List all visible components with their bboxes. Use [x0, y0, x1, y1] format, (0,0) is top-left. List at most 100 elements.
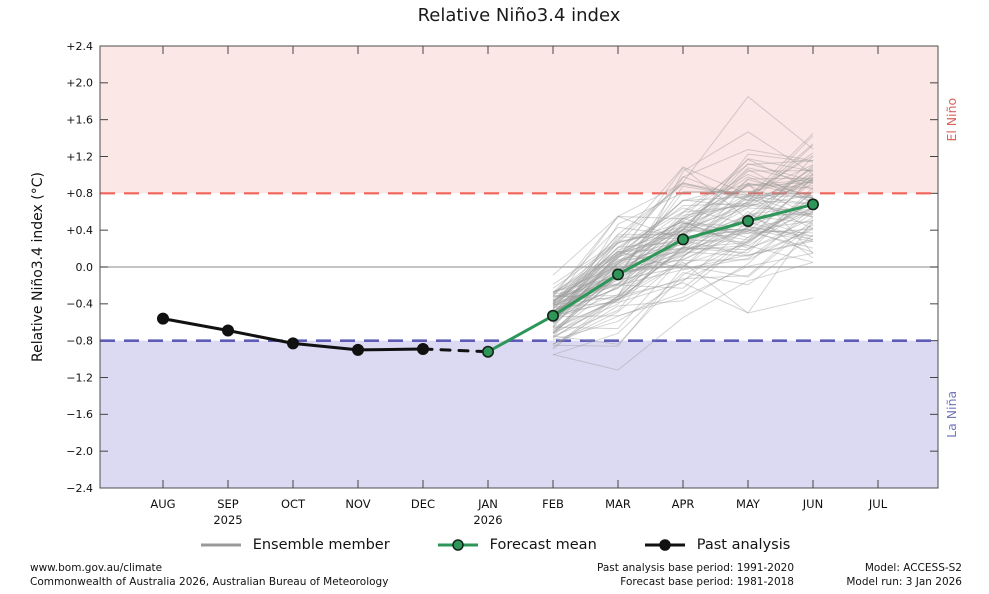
- forecast-mean-marker: [806, 198, 819, 211]
- chart-title: Relative Niño3.4 index: [417, 5, 621, 26]
- ensemble-member-legend-icon: [200, 543, 241, 547]
- ensemble-member-line: [552, 168, 814, 289]
- forecast-mean-marker: [481, 345, 494, 358]
- ensemble-member-line: [552, 211, 814, 334]
- x-year-label: 2025: [213, 513, 242, 527]
- ensemble-member-line: [552, 230, 814, 348]
- footer-base-periods: Past analysis base period: 1991-2020 For…: [597, 561, 794, 589]
- y-tick-label: −0.4: [66, 298, 93, 311]
- legend-item-forecast: Forecast mean: [436, 537, 597, 553]
- ensemble-member-line: [552, 185, 814, 345]
- ensemble-member-line: [552, 226, 814, 318]
- ensemble-member-line: [552, 173, 814, 292]
- past-analysis-marker: [157, 312, 170, 325]
- y-tick-label: +1.6: [66, 114, 93, 127]
- footer-forecast-base-period: Forecast base period: 1981-2018: [620, 576, 794, 588]
- x-tick-label: DEC: [411, 497, 435, 511]
- past-analysis-provisional--line: [421, 347, 490, 354]
- ensemble-member-line: [552, 234, 814, 356]
- ensemble-member-line: [552, 221, 814, 312]
- ensemble-member-line: [552, 176, 814, 345]
- ensemble-member-line: [552, 178, 814, 313]
- ensemble-member-line: [552, 158, 814, 314]
- y-tick-label: −1.6: [66, 408, 93, 421]
- ensemble-member-line: [552, 181, 814, 312]
- ensemble-member-line: [552, 179, 814, 338]
- ensemble-member-line: [552, 183, 814, 318]
- y-tick-label: +1.2: [66, 150, 93, 163]
- footer-model: Model: ACCESS-S2: [864, 562, 962, 574]
- ensemble-member-line: [552, 220, 814, 328]
- forecast-mean-marker: [741, 215, 754, 228]
- ensemble-member-line: [552, 222, 814, 305]
- ensemble-member-line: [552, 155, 814, 297]
- ensemble-member-line: [552, 179, 814, 314]
- forecast-mean-marker: [611, 268, 624, 281]
- plot-border: [99, 45, 939, 489]
- y-tick-label: +2.4: [66, 40, 93, 53]
- legend-item-ensemble: Ensemble member: [199, 537, 390, 553]
- y-tick-label: −0.8: [66, 335, 93, 348]
- ensemble-member-line: [552, 191, 814, 322]
- ensemble-member-line: [552, 158, 814, 324]
- ensemble-member-line: [552, 202, 814, 303]
- chart-legend: Ensemble member Forecast mean Past analy…: [0, 531, 989, 559]
- ensemble-member-line: [552, 165, 814, 301]
- ensemble-member-line: [552, 164, 814, 285]
- ensemble-member-line: [552, 173, 814, 276]
- ensemble-member-line: [552, 186, 814, 335]
- ensemble-member-line: [552, 182, 814, 294]
- y-tick-label: +2.0: [66, 77, 93, 90]
- ensemble-member-line: [552, 182, 814, 297]
- footer-model-run: Model run: 3 Jan 2026: [846, 576, 962, 588]
- footer-source: www.bom.gov.au/climate Commonwealth of A…: [30, 561, 388, 589]
- x-year-label: 2026: [473, 513, 502, 527]
- ensemble-member-line: [552, 222, 814, 318]
- legend-label-past: Past analysis: [696, 537, 791, 553]
- nino-index-chart: +2.4 +2.0 +1.6 +1.2 +0.8 +0.4 0.0 −0.4 −0.8 −1.2 −…: [30, 40, 959, 527]
- legend-label-forecast: Forecast mean: [489, 537, 597, 553]
- ensemble-member-line: [552, 143, 814, 328]
- x-tick-label: MAR: [605, 497, 631, 511]
- y-tick-label: −1.2: [66, 371, 93, 384]
- ensemble-member-line: [552, 211, 814, 306]
- x-tick-label: OCT: [281, 497, 306, 511]
- ensemble-member-line: [552, 167, 814, 308]
- ensemble-member-line: [552, 133, 814, 325]
- y-tick-label: −2.4: [66, 482, 93, 495]
- ensemble-member-line: [552, 144, 814, 302]
- ensemble-member-line: [552, 200, 814, 350]
- ensemble-member-line: [552, 183, 814, 310]
- ensemble-member-line: [552, 182, 814, 295]
- ensemble-member-line: [552, 196, 814, 301]
- ensemble-member-line: [552, 204, 814, 317]
- ensemble-member-line: [552, 194, 814, 316]
- y-tick-label: −2.0: [66, 445, 93, 458]
- x-tick-label: SEP: [217, 497, 239, 511]
- x-tick-label: MAY: [736, 497, 761, 511]
- footer-past-base-period: Past analysis base period: 1991-2020: [597, 562, 794, 574]
- ensemble-member-line: [552, 252, 814, 318]
- x-tick-label: AUG: [150, 497, 175, 511]
- ensemble-member-line: [552, 261, 814, 319]
- footer-model-info: Model: ACCESS-S2 Model run: 3 Jan 2026: [846, 561, 962, 589]
- la-nina-region: [100, 340, 938, 488]
- ensemble-member-line: [552, 135, 814, 337]
- ensemble-member-line: [552, 239, 814, 313]
- ensemble-member-line: [552, 216, 814, 328]
- past-analysis-marker: [286, 337, 299, 350]
- ensemble-member-line: [552, 95, 814, 305]
- el-nino-region: [100, 46, 938, 194]
- ensemble-member-line: [552, 229, 814, 299]
- x-tick-label: JUN: [802, 497, 823, 511]
- ensemble-member-line: [552, 160, 814, 306]
- y-axis-label: Relative Niño3.4 index (°C): [30, 172, 46, 362]
- forecast-mean-legend-icon: [437, 539, 478, 551]
- ensemble-member-line: [552, 223, 814, 314]
- past-analysis-legend-icon: [644, 539, 685, 551]
- footer-copyright: Commonwealth of Australia 2026, Australi…: [30, 576, 389, 588]
- x-tick-label: JAN: [477, 497, 498, 511]
- ensemble-member-line: [552, 189, 814, 302]
- ensemble-member-line: [552, 152, 814, 323]
- ensemble-member-line: [552, 177, 814, 328]
